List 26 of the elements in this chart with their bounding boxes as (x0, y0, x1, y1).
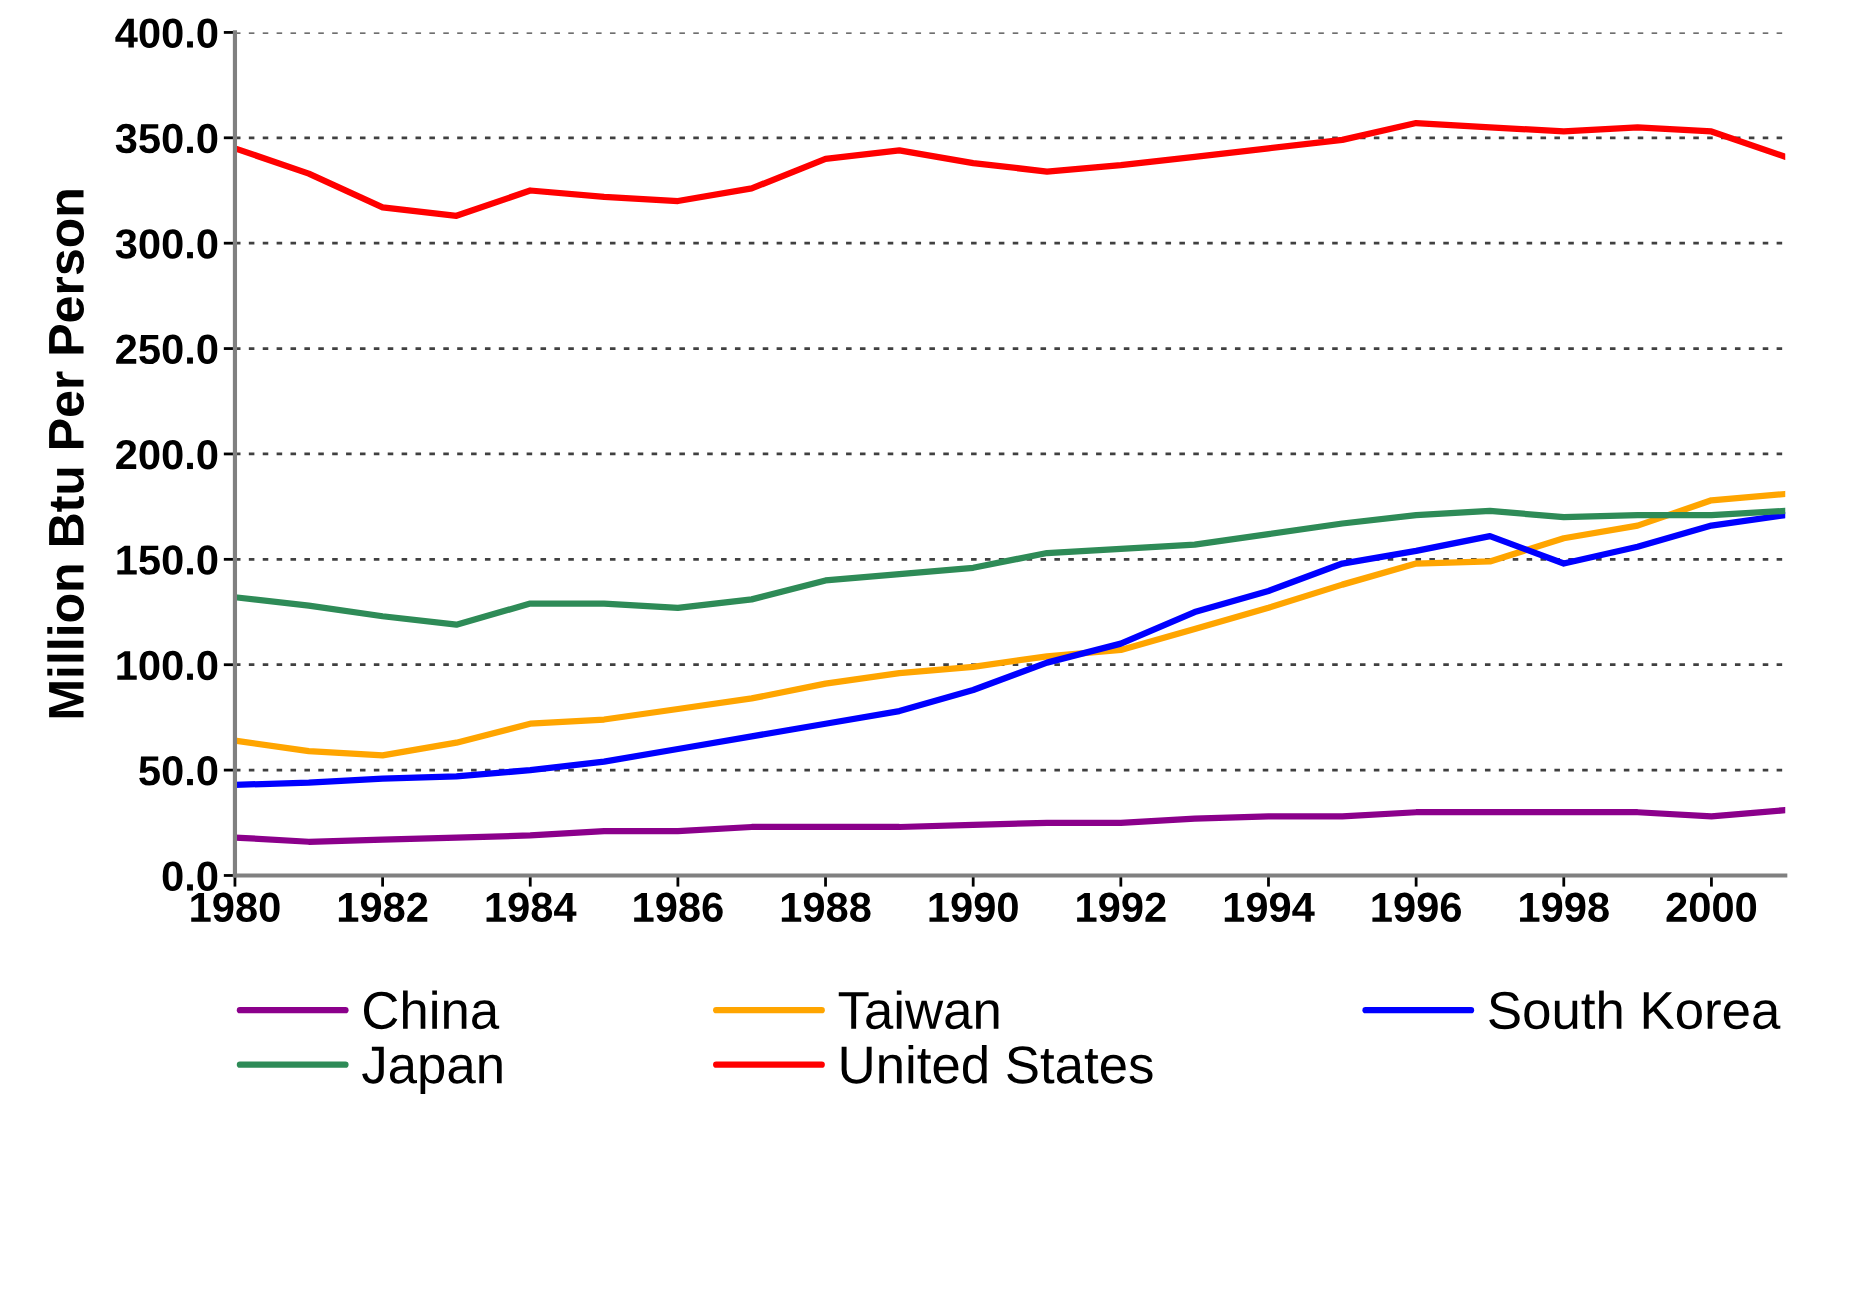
x-tick-label: 1998 (1520, 892, 1609, 923)
y-tick-label: 300.0 (115, 229, 218, 259)
legend-label: China (363, 990, 500, 1030)
legend-label: Taiwan (838, 990, 999, 1030)
y-tick-label: 400.0 (115, 18, 218, 48)
legend-label: South Korea (1489, 990, 1781, 1030)
x-tick-label: 2000 (1666, 892, 1757, 923)
x-tick-label: 1988 (781, 892, 871, 923)
x-tick-label: 1980 (191, 892, 280, 923)
legend-label: Japan (362, 1046, 502, 1095)
y-axis-title: Million Btu Per Person (47, 190, 84, 718)
y-tick-label: 150.0 (117, 545, 218, 575)
x-tick-label: 1994 (1224, 892, 1315, 923)
y-tick-label: 200.0 (116, 439, 218, 470)
y-tick-label: 250.0 (116, 334, 218, 365)
x-tick-label: 1992 (1077, 892, 1166, 923)
x-tick-label: 1990 (929, 892, 1018, 923)
x-tick-label: 1982 (338, 892, 428, 923)
x-tick-label: 1986 (634, 892, 723, 923)
x-tick-label: 1984 (486, 892, 577, 923)
y-tick-label: 100.0 (117, 650, 218, 681)
x-tick-label: 1996 (1372, 892, 1461, 923)
y-tick-label: 50.0 (139, 756, 218, 786)
y-tick-label: 350.0 (115, 123, 218, 154)
y-tick-label: 0.0 (162, 861, 218, 891)
legend-label: United States (841, 1044, 1153, 1084)
